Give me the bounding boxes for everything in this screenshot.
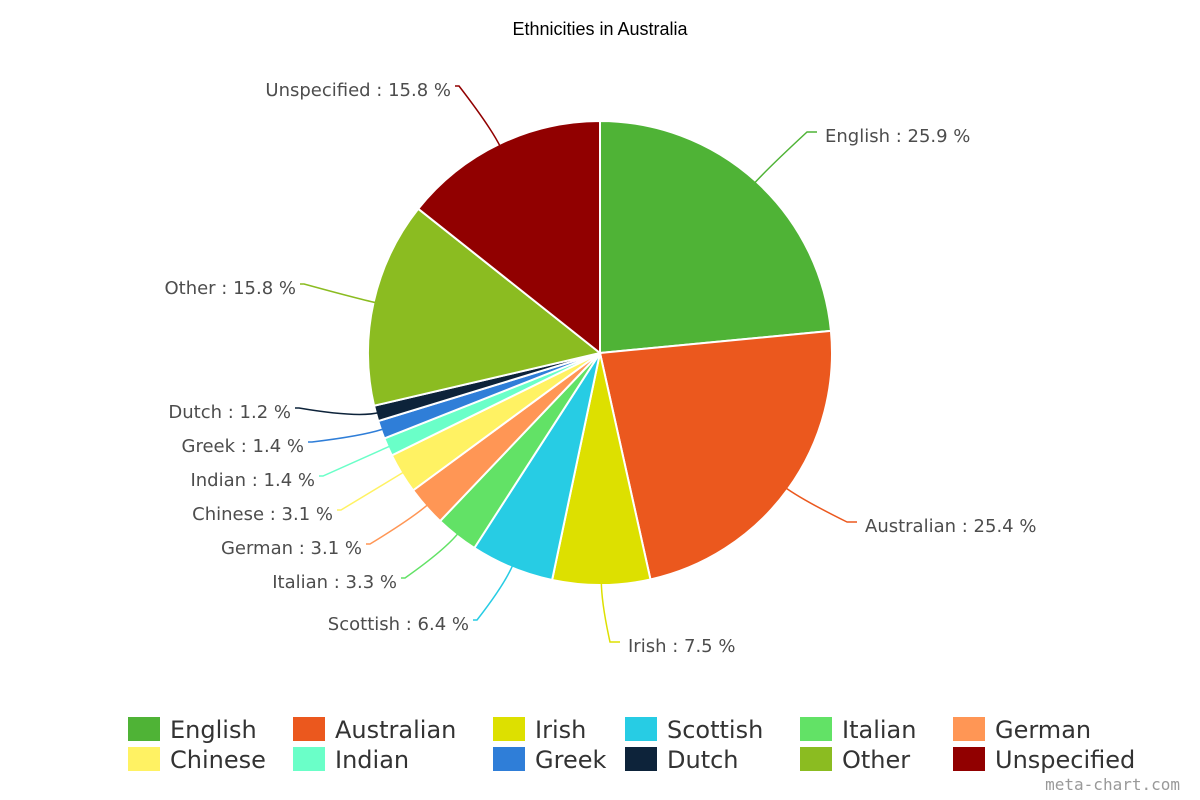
legend-label-scottish: Scottish <box>667 716 763 744</box>
legend-item-scottish[interactable]: Scottish <box>625 716 763 744</box>
legend-item-indian[interactable]: Indian <box>293 746 409 774</box>
label-other: Other : 15.8 % <box>164 278 296 299</box>
leader-german <box>366 503 430 545</box>
legend-label-indian: Indian <box>335 746 409 774</box>
legend-label-other: Other <box>842 746 910 774</box>
leader-dutch <box>295 407 381 416</box>
legend-swatch-german <box>953 717 985 741</box>
leader-italian <box>401 531 460 579</box>
label-chinese: Chinese : 3.1 % <box>192 504 333 525</box>
legend-swatch-dutch <box>625 747 657 771</box>
label-australian: Australian : 25.4 % <box>865 516 1036 537</box>
slice-english[interactable] <box>599 119 833 355</box>
legend-label-english: English <box>170 716 257 744</box>
legend-label-australian: Australian <box>335 716 456 744</box>
legend-swatch-chinese <box>128 747 160 771</box>
leader-indian <box>319 444 392 477</box>
legend-item-australian[interactable]: Australian <box>293 716 456 744</box>
label-dutch: Dutch : 1.2 % <box>168 402 291 423</box>
pie-slices <box>367 119 833 586</box>
label-unspecified: Unspecified : 15.8 % <box>265 80 451 101</box>
legend-item-italian[interactable]: Italian <box>800 716 916 744</box>
legend-item-dutch[interactable]: Dutch <box>625 746 739 774</box>
leader-lines <box>295 85 857 643</box>
legend-swatch-scottish <box>625 717 657 741</box>
label-irish: Irish : 7.5 % <box>628 636 735 657</box>
leader-greek <box>308 427 386 443</box>
leader-other <box>300 283 378 304</box>
legend-swatch-other <box>800 747 832 771</box>
legend-label-chinese: Chinese <box>170 746 266 774</box>
legend-item-other[interactable]: Other <box>800 746 910 774</box>
legend-swatch-indian <box>293 747 325 771</box>
legend-item-chinese[interactable]: Chinese <box>128 746 266 774</box>
slice-labels: English : 25.9 % Australian : 25.4 % Irish… <box>164 80 1036 657</box>
label-italian: Italian : 3.3 % <box>272 572 397 593</box>
legend-swatch-greek <box>493 747 525 771</box>
chart-title: Ethnicities in Australia <box>512 19 688 39</box>
leader-unspecified <box>455 85 502 149</box>
leader-chinese <box>337 470 406 511</box>
legend-swatch-unspecified <box>953 747 985 771</box>
leader-english <box>752 131 817 185</box>
label-scottish: Scottish : 6.4 % <box>328 614 469 635</box>
label-german: German : 3.1 % <box>221 538 362 559</box>
label-english: English : 25.9 % <box>825 126 970 147</box>
legend: English Australian Irish Scottish Italian Ger… <box>128 716 1135 774</box>
legend-label-german: German <box>995 716 1091 744</box>
legend-swatch-english <box>128 717 160 741</box>
legend-label-irish: Irish <box>535 716 586 744</box>
legend-swatch-australian <box>293 717 325 741</box>
legend-label-italian: Italian <box>842 716 916 744</box>
legend-item-unspecified[interactable]: Unspecified <box>953 746 1135 774</box>
leader-scottish <box>473 563 514 621</box>
legend-label-greek: Greek <box>535 746 606 774</box>
label-indian: Indian : 1.4 % <box>190 470 315 491</box>
legend-item-english[interactable]: English <box>128 716 257 744</box>
legend-label-unspecified: Unspecified <box>995 746 1135 774</box>
legend-item-irish[interactable]: Irish <box>493 716 586 744</box>
credit-text[interactable]: meta-chart.com <box>1045 775 1180 794</box>
legend-item-greek[interactable]: Greek <box>493 746 606 774</box>
legend-swatch-irish <box>493 717 525 741</box>
legend-label-dutch: Dutch <box>667 746 739 774</box>
leader-australian <box>784 486 857 523</box>
leader-irish <box>600 580 620 643</box>
legend-item-german[interactable]: German <box>953 716 1091 744</box>
label-greek: Greek : 1.4 % <box>182 436 304 457</box>
legend-swatch-italian <box>800 717 832 741</box>
